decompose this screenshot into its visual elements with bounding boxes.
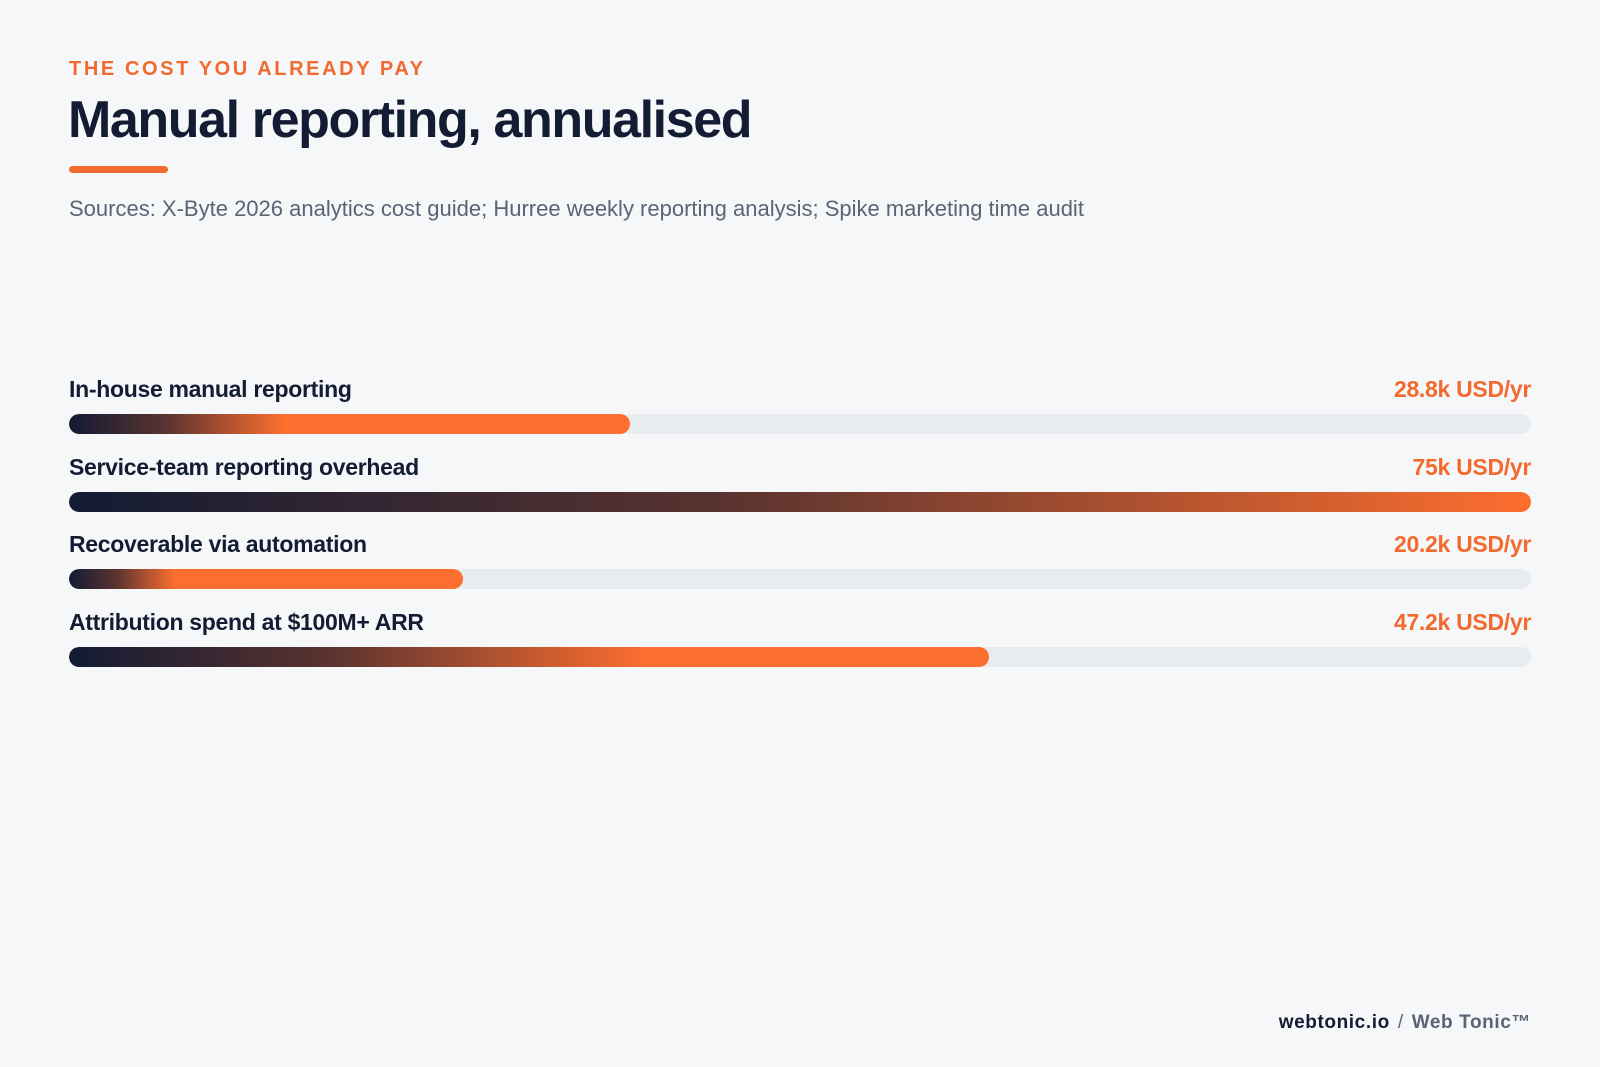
sources-note: Sources: X-Byte 2026 analytics cost guid… (69, 196, 1084, 221)
bar-row: In-house manual reporting 28.8k USD/yr (69, 372, 1531, 450)
footer-site: webtonic.io (1278, 1012, 1390, 1033)
bar-fill (69, 646, 990, 667)
bar-fill (69, 569, 463, 589)
bar-value-label: 28.8k USD/yr (1393, 376, 1531, 402)
eyebrow-label: THE COST YOU ALREADY PAY (69, 58, 426, 80)
footer-separator: / (1397, 1012, 1404, 1033)
bar-value-label: 47.2k USD/yr (1393, 608, 1531, 635)
title-underline (69, 166, 168, 173)
bar-row: Attribution spend at $100M+ ARR 47.2k USD… (69, 605, 1531, 683)
bar-label: Service-team reporting overhead (69, 453, 419, 480)
bar-fill (69, 491, 1531, 512)
bar-row: Service-team reporting overhead 75k USD/y… (69, 450, 1531, 528)
bar-row: Recoverable via automation 20.2k USD/yr (69, 527, 1531, 605)
bar-label: Attribution spend at $100M+ ARR (69, 608, 424, 635)
bar-label: Recoverable via automation (69, 531, 367, 557)
bar-track (69, 569, 1531, 589)
footer-brand: Web Tonic™ (1411, 1012, 1531, 1033)
bar-track (69, 646, 1531, 667)
footer-credit: webtonic.io / Web Tonic™ (1279, 1012, 1531, 1034)
bar-track (69, 414, 1531, 434)
bar-value-label: 20.2k USD/yr (1393, 531, 1531, 557)
page-title: Manual reporting, annualised (68, 91, 753, 149)
bar-chart: In-house manual reporting 28.8k USD/yr Ser… (69, 372, 1531, 682)
bar-label: In-house manual reporting (69, 376, 352, 402)
bar-value-label: 75k USD/yr (1412, 453, 1532, 480)
bar-track (69, 491, 1531, 512)
bar-fill (69, 414, 631, 434)
